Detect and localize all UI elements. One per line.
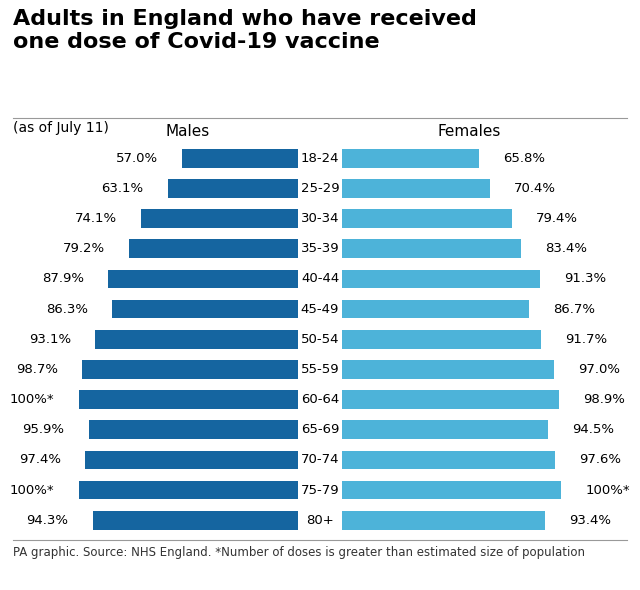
Text: 94.5%: 94.5% bbox=[572, 423, 614, 436]
Text: 97.4%: 97.4% bbox=[19, 454, 61, 467]
Text: 18-24: 18-24 bbox=[301, 152, 339, 165]
Text: 98.9%: 98.9% bbox=[582, 393, 625, 406]
Text: 55-59: 55-59 bbox=[301, 363, 339, 376]
Bar bbox=[108, 270, 298, 289]
Text: 93.4%: 93.4% bbox=[570, 514, 611, 527]
Bar bbox=[342, 330, 541, 349]
Bar bbox=[342, 481, 561, 500]
Text: 79.4%: 79.4% bbox=[536, 212, 578, 225]
Bar bbox=[342, 511, 545, 530]
Bar bbox=[182, 149, 298, 168]
Text: 65.8%: 65.8% bbox=[503, 152, 545, 165]
Text: 95.9%: 95.9% bbox=[22, 423, 65, 436]
Text: 87.9%: 87.9% bbox=[42, 273, 84, 286]
Text: PA graphic. Source: NHS England. *Number of doses is greater than estimated size: PA graphic. Source: NHS England. *Number… bbox=[13, 546, 585, 559]
Bar bbox=[342, 421, 548, 439]
Text: 100%*: 100%* bbox=[586, 484, 630, 497]
Text: 91.7%: 91.7% bbox=[565, 333, 607, 346]
Text: 79.2%: 79.2% bbox=[63, 242, 105, 255]
Text: 97.6%: 97.6% bbox=[580, 454, 621, 467]
Text: 40-44: 40-44 bbox=[301, 273, 339, 286]
Text: Males: Males bbox=[165, 123, 209, 139]
Bar bbox=[168, 179, 298, 198]
Bar bbox=[93, 511, 298, 530]
Text: 35-39: 35-39 bbox=[301, 242, 339, 255]
Text: 86.7%: 86.7% bbox=[553, 303, 595, 316]
Bar bbox=[89, 421, 298, 439]
Text: 98.7%: 98.7% bbox=[16, 363, 58, 376]
Text: 80+: 80+ bbox=[306, 514, 334, 527]
Bar bbox=[342, 360, 554, 379]
Text: 57.0%: 57.0% bbox=[116, 152, 158, 165]
Text: 70.4%: 70.4% bbox=[514, 182, 556, 195]
Bar bbox=[112, 300, 298, 319]
Text: 25-29: 25-29 bbox=[301, 182, 339, 195]
Bar bbox=[85, 451, 298, 469]
Text: 74.1%: 74.1% bbox=[75, 212, 117, 225]
Text: 70-74: 70-74 bbox=[301, 454, 339, 467]
Bar bbox=[342, 451, 556, 469]
Bar bbox=[342, 209, 511, 228]
Text: (as of July 11): (as of July 11) bbox=[13, 121, 109, 135]
Text: 63.1%: 63.1% bbox=[102, 182, 143, 195]
Bar bbox=[95, 330, 298, 349]
Bar bbox=[342, 240, 521, 258]
Text: 45-49: 45-49 bbox=[301, 303, 339, 316]
Bar bbox=[79, 390, 298, 409]
Text: Adults in England who have received
one dose of Covid-19 vaccine: Adults in England who have received one … bbox=[13, 9, 477, 52]
Text: 83.4%: 83.4% bbox=[545, 242, 588, 255]
Text: 94.3%: 94.3% bbox=[26, 514, 68, 527]
Text: 93.1%: 93.1% bbox=[29, 333, 71, 346]
Text: 60-64: 60-64 bbox=[301, 393, 339, 406]
Text: 100%*: 100%* bbox=[10, 484, 54, 497]
Bar bbox=[79, 481, 298, 500]
Text: 86.3%: 86.3% bbox=[45, 303, 88, 316]
Text: 100%*: 100%* bbox=[10, 393, 54, 406]
Bar bbox=[342, 390, 559, 409]
Text: Females: Females bbox=[438, 123, 501, 139]
Text: 50-54: 50-54 bbox=[301, 333, 339, 346]
Text: 97.0%: 97.0% bbox=[578, 363, 620, 376]
Bar bbox=[342, 179, 490, 198]
Bar bbox=[342, 149, 479, 168]
Bar bbox=[342, 300, 529, 319]
Text: 91.3%: 91.3% bbox=[564, 273, 607, 286]
Text: 75-79: 75-79 bbox=[301, 484, 339, 497]
Text: 65-69: 65-69 bbox=[301, 423, 339, 436]
Bar bbox=[129, 240, 298, 258]
Bar bbox=[82, 360, 298, 379]
Bar bbox=[141, 209, 298, 228]
Text: 30-34: 30-34 bbox=[301, 212, 339, 225]
Bar bbox=[342, 270, 540, 289]
